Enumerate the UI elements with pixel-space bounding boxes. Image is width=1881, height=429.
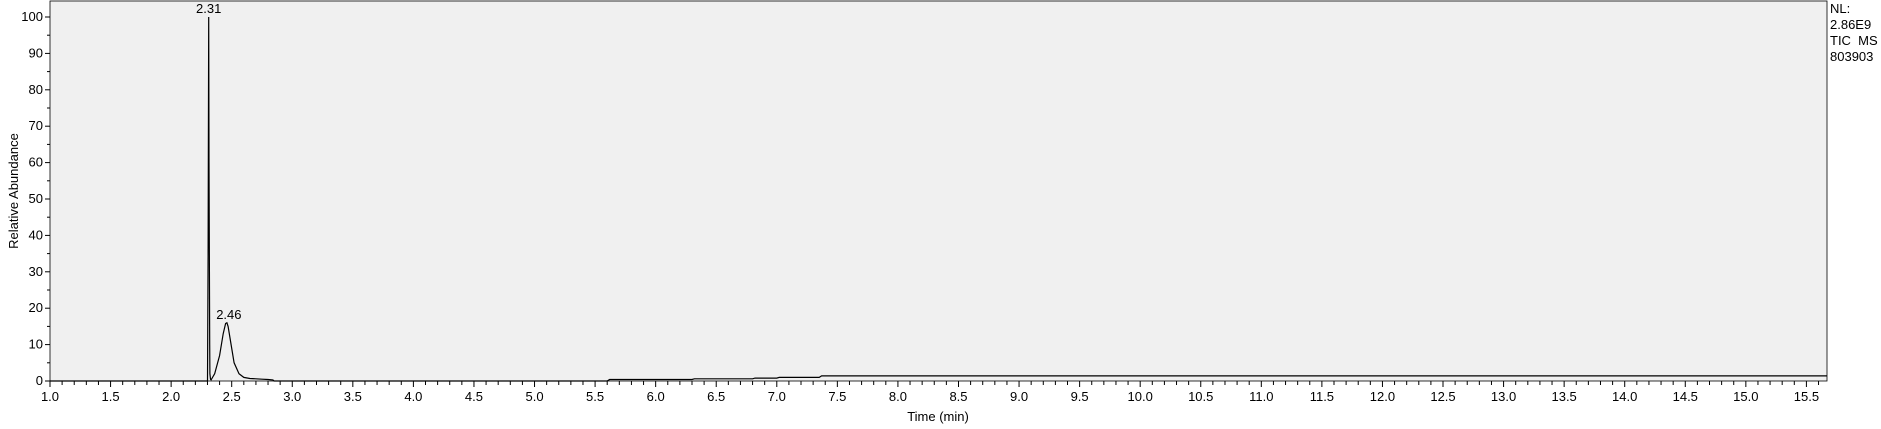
tic-trace — [50, 16, 1827, 382]
x-tick-label: 4.5 — [465, 389, 483, 404]
x-tick-label: 10.0 — [1128, 389, 1153, 404]
y-tick-label: 40 — [29, 227, 43, 242]
plot-area — [49, 0, 1828, 382]
x-tick-label: 1.0 — [41, 389, 59, 404]
scan-filter: TIC MS — [1830, 33, 1878, 48]
x-tick-label: 12.0 — [1370, 389, 1395, 404]
y-tick-label: 100 — [21, 9, 43, 24]
y-tick-label: 70 — [29, 118, 43, 133]
y-tick-label: 60 — [29, 155, 43, 170]
y-tick-label: 50 — [29, 191, 43, 206]
x-tick-label: 4.0 — [404, 389, 422, 404]
x-tick-label: 8.0 — [889, 389, 907, 404]
y-tick-label: 30 — [29, 264, 43, 279]
y-tick-label: 20 — [29, 300, 43, 315]
x-tick-label: 3.0 — [283, 389, 301, 404]
x-tick-label: 11.5 — [1310, 389, 1334, 404]
x-axis-label: Time (min) — [907, 409, 969, 424]
peak-label: 2.46 — [216, 307, 241, 322]
y-tick-label: 10 — [29, 337, 43, 352]
x-tick-label: 6.0 — [647, 389, 665, 404]
x-tick-label: 5.5 — [586, 389, 604, 404]
x-tick-label: 10.5 — [1188, 389, 1213, 404]
x-tick-label: 14.0 — [1612, 389, 1637, 404]
nl-value: 2.86E9 — [1830, 17, 1872, 32]
y-tick-label: 0 — [36, 373, 43, 388]
peak-labels: 2.31 2.46 — [196, 1, 241, 322]
file-id: 803903 — [1830, 49, 1874, 64]
x-tick-label: 9.5 — [1071, 389, 1089, 404]
y-axis: 0 10 20 30 40 50 60 70 80 90 100 — [21, 9, 50, 388]
normalization-info: NL: 2.86E9 TIC MS 803903 — [1830, 1, 1878, 65]
x-tick-label: 14.5 — [1673, 389, 1698, 404]
y-tick-label: 80 — [29, 82, 43, 97]
x-tick-label: 15.0 — [1733, 389, 1758, 404]
x-tick-label: 12.5 — [1430, 389, 1455, 404]
x-tick-label: 9.0 — [1010, 389, 1028, 404]
x-tick-label: 6.5 — [707, 389, 725, 404]
x-tick-label: 13.0 — [1491, 389, 1516, 404]
x-tick-label: 15.5 — [1794, 389, 1819, 404]
x-tick-label: 7.5 — [828, 389, 846, 404]
x-tick-label: 13.5 — [1551, 389, 1576, 404]
x-tick-label: 3.5 — [344, 389, 362, 404]
x-tick-label: 8.5 — [949, 389, 967, 404]
y-tick-label: 90 — [29, 45, 43, 60]
x-tick-label: 5.0 — [525, 389, 543, 404]
x-axis: 1.0 1.5 2.0 2.5 3.0 3.5 4.0 4.5 5.0 5.5 6.0 6.5 7.0 7… — [41, 381, 1819, 404]
x-tick-label: 2.5 — [223, 389, 241, 404]
nl-label: NL: — [1830, 1, 1851, 16]
peak-label: 2.31 — [196, 1, 221, 16]
x-tick-label: 2.0 — [162, 389, 180, 404]
x-tick-label: 1.5 — [102, 389, 120, 404]
x-tick-label: 7.0 — [768, 389, 786, 404]
y-axis-label: Relative Abundance — [6, 133, 21, 249]
x-tick-label: 11.0 — [1249, 389, 1273, 404]
